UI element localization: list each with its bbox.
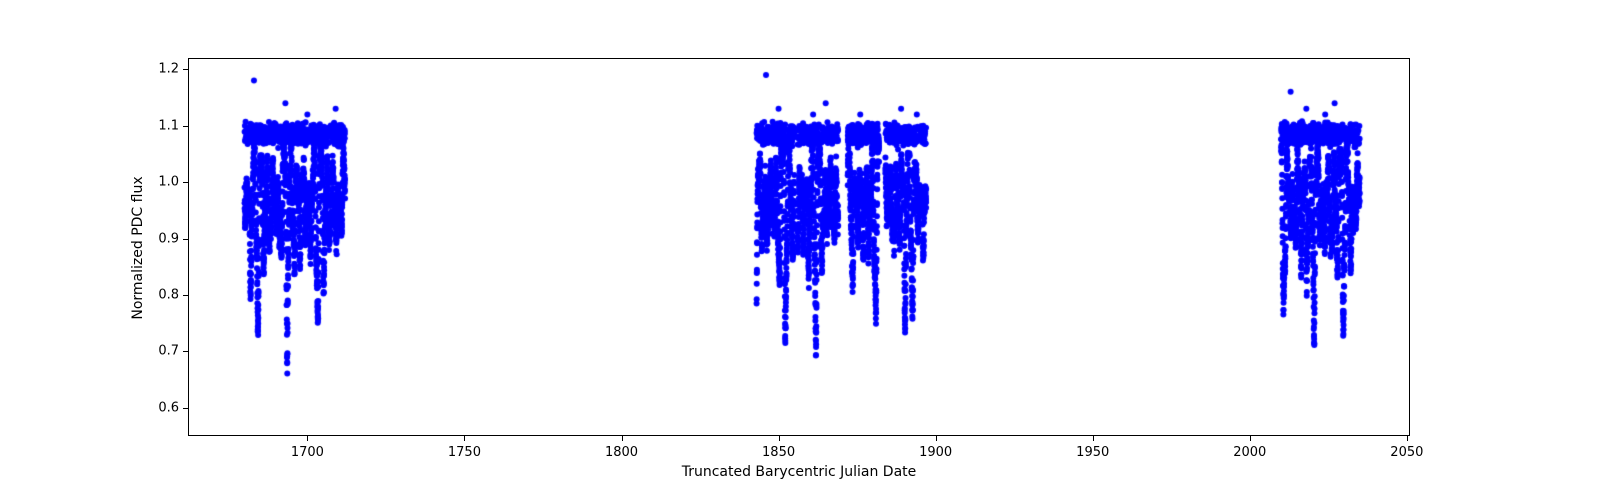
y-tick bbox=[183, 126, 188, 127]
scatter-points-layer bbox=[188, 58, 1410, 436]
x-tick bbox=[622, 436, 623, 441]
x-tick-label: 1800 bbox=[605, 445, 638, 460]
y-tick-label: 0.8 bbox=[149, 287, 179, 302]
x-tick bbox=[936, 436, 937, 441]
x-tick bbox=[1250, 436, 1251, 441]
y-tick bbox=[183, 408, 188, 409]
x-tick-label: 1750 bbox=[448, 445, 481, 460]
y-tick-label: 1.2 bbox=[149, 62, 179, 77]
y-tick-label: 0.9 bbox=[149, 231, 179, 246]
x-tick bbox=[779, 436, 780, 441]
x-tick-label: 1900 bbox=[919, 445, 952, 460]
x-tick bbox=[464, 436, 465, 441]
y-tick-label: 1.1 bbox=[149, 118, 179, 133]
y-tick-label: 0.6 bbox=[149, 400, 179, 415]
x-tick-label: 1950 bbox=[1076, 445, 1109, 460]
scatter-chart: Truncated Barycentric Julian Date Normal… bbox=[0, 0, 1600, 500]
y-tick-label: 1.0 bbox=[149, 175, 179, 190]
y-tick bbox=[183, 295, 188, 296]
x-tick bbox=[1093, 436, 1094, 441]
y-tick bbox=[183, 69, 188, 70]
x-tick-label: 1700 bbox=[291, 445, 324, 460]
x-tick-label: 1850 bbox=[762, 445, 795, 460]
y-tick-label: 0.7 bbox=[149, 344, 179, 359]
x-tick bbox=[1407, 436, 1408, 441]
x-axis-label: Truncated Barycentric Julian Date bbox=[188, 464, 1410, 480]
y-tick bbox=[183, 239, 188, 240]
y-tick bbox=[183, 182, 188, 183]
x-tick bbox=[307, 436, 308, 441]
y-axis-label: Normalized PDC flux bbox=[130, 59, 146, 437]
x-tick-label: 2050 bbox=[1390, 445, 1423, 460]
x-tick-label: 2000 bbox=[1233, 445, 1266, 460]
y-tick bbox=[183, 351, 188, 352]
